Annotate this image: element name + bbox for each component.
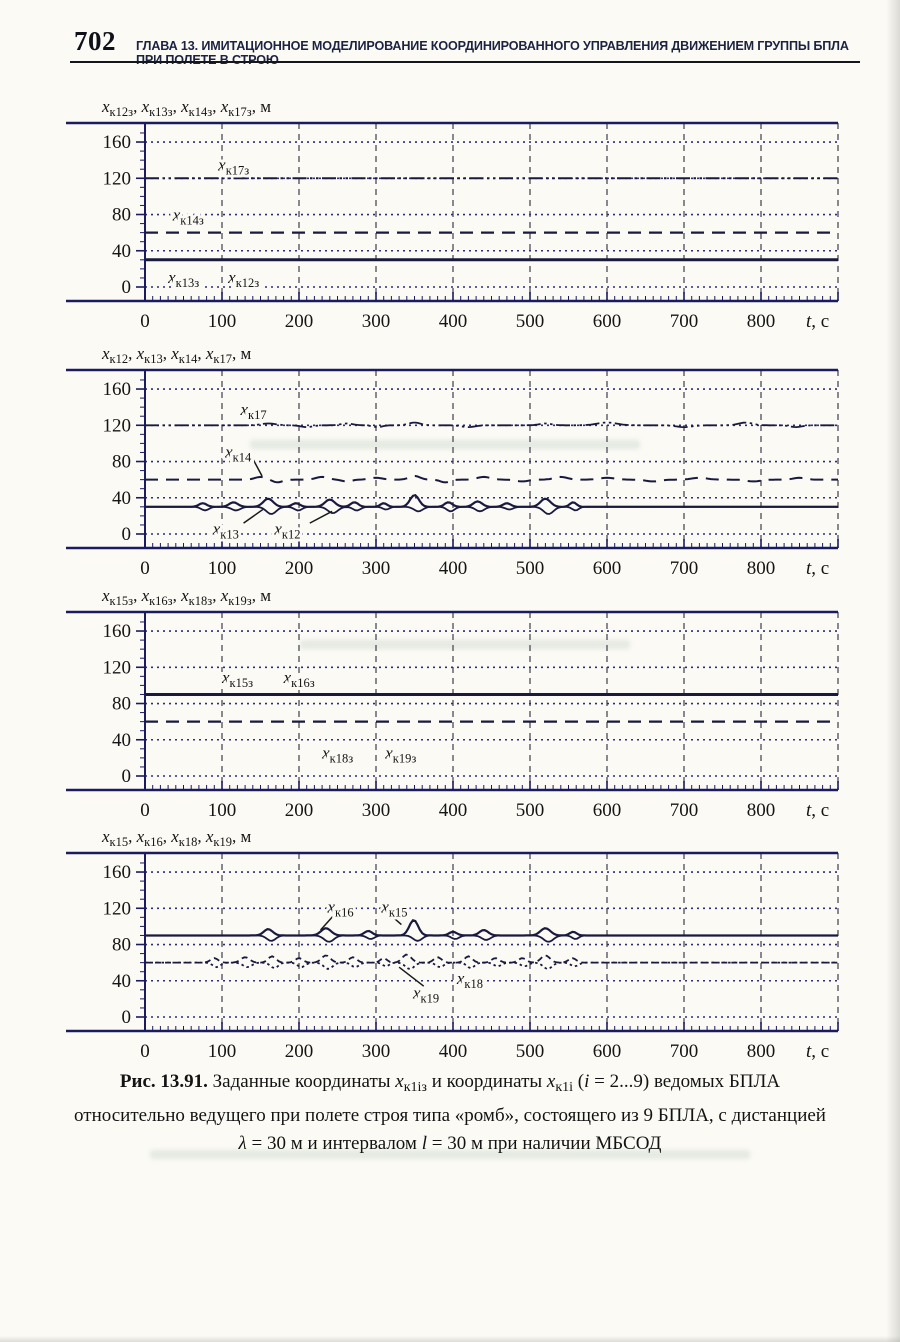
svg-text:80: 80 bbox=[112, 935, 131, 956]
svg-text:300: 300 bbox=[362, 800, 391, 821]
svg-text:100: 100 bbox=[208, 311, 237, 332]
svg-text:600: 600 bbox=[593, 558, 622, 579]
svg-text:400: 400 bbox=[439, 558, 468, 579]
svg-text:xк17: xк17 bbox=[239, 400, 266, 422]
svg-text:t, с: t, с bbox=[806, 311, 829, 332]
chart-canvas-commanded-rear-group: 0 40 80 120 160 0 100 200 300 400 500 600 700 800 t, с… bbox=[66, 586, 839, 821]
svg-text:xк12: xк12 bbox=[273, 519, 300, 541]
svg-text:200: 200 bbox=[285, 800, 314, 821]
svg-text:700: 700 bbox=[670, 311, 699, 332]
svg-text:600: 600 bbox=[593, 311, 622, 332]
svg-text:xк16з: xк16з bbox=[283, 668, 315, 690]
svg-text:120: 120 bbox=[103, 898, 132, 919]
caption-line: λ = 30 м и интервалом l = 30 м при налич… bbox=[238, 1133, 662, 1154]
header-rule bbox=[70, 61, 860, 64]
svg-text:40: 40 bbox=[112, 488, 131, 509]
svg-text:800: 800 bbox=[747, 311, 776, 332]
svg-text:120: 120 bbox=[103, 657, 132, 678]
svg-text:300: 300 bbox=[362, 311, 391, 332]
svg-text:120: 120 bbox=[103, 415, 132, 436]
svg-text:100: 100 bbox=[208, 1041, 237, 1062]
svg-text:xк13з: xк13з bbox=[167, 268, 199, 290]
svg-text:160: 160 bbox=[103, 379, 132, 400]
svg-text:xк15: xк15 bbox=[380, 897, 407, 919]
svg-text:0: 0 bbox=[140, 558, 150, 579]
svg-text:xк12з: xк12з bbox=[227, 268, 259, 290]
svg-text:xк12з, xк13з, xк14з, xк17з, м: xк12з, xк13з, xк14з, xк17з, м bbox=[101, 97, 271, 119]
svg-text:700: 700 bbox=[670, 800, 699, 821]
svg-text:xк12, xк13, xк14, xк17, м: xк12, xк13, xк14, xк17, м bbox=[101, 344, 252, 366]
svg-text:80: 80 bbox=[112, 694, 131, 715]
svg-text:500: 500 bbox=[516, 311, 545, 332]
svg-text:500: 500 bbox=[516, 1041, 545, 1062]
svg-text:0: 0 bbox=[122, 766, 132, 787]
chart-canvas-actual-front-group: 0 40 80 120 160 0 100 200 300 400 500 600 700 800 t, с… bbox=[66, 344, 839, 579]
svg-text:600: 600 bbox=[593, 1041, 622, 1062]
svg-text:700: 700 bbox=[670, 1041, 699, 1062]
svg-text:800: 800 bbox=[747, 800, 776, 821]
svg-text:400: 400 bbox=[439, 800, 468, 821]
svg-text:xк14: xк14 bbox=[224, 442, 252, 464]
svg-text:40: 40 bbox=[112, 971, 131, 992]
svg-text:xк13: xк13 bbox=[212, 519, 239, 541]
svg-text:80: 80 bbox=[112, 452, 131, 473]
svg-text:xк19з: xк19з bbox=[384, 743, 416, 765]
svg-text:t, с: t, с bbox=[806, 558, 829, 579]
svg-text:xк19: xк19 bbox=[412, 983, 439, 1005]
svg-text:0: 0 bbox=[122, 1007, 132, 1028]
svg-text:xк15, xк16, xк18, xк19, м: xк15, xк16, xк18, xк19, м bbox=[101, 827, 252, 849]
svg-text:300: 300 bbox=[362, 558, 391, 579]
svg-text:300: 300 bbox=[362, 1041, 391, 1062]
chart-block-commanded-x12-x13-x14-x17: 0 40 80 120 160 0 100 200 300 400 500 600 700 800 t, с… bbox=[60, 88, 870, 338]
svg-text:xк18: xк18 bbox=[456, 969, 483, 991]
caption-line: относительно ведущего при полете строя т… bbox=[74, 1105, 826, 1126]
svg-text:40: 40 bbox=[112, 730, 131, 751]
chart-block-actual-x15-x16-x18-x19: 0 40 80 120 160 0 100 200 300 400 500 600 700 800 t, с… bbox=[60, 818, 870, 1068]
svg-text:t, с: t, с bbox=[806, 1041, 829, 1062]
chart-block-actual-x12-x13-x14-x17: 0 40 80 120 160 0 100 200 300 400 500 600 700 800 t, с… bbox=[60, 335, 870, 585]
svg-text:200: 200 bbox=[285, 558, 314, 579]
svg-text:xк14з: xк14з bbox=[172, 205, 204, 227]
svg-text:200: 200 bbox=[285, 311, 314, 332]
svg-text:160: 160 bbox=[103, 621, 132, 642]
svg-text:xк16: xк16 bbox=[326, 897, 353, 919]
svg-text:120: 120 bbox=[103, 168, 132, 189]
caption-line: Рис. 13.91. Заданные координаты xк1iз и … bbox=[119, 1071, 781, 1095]
figure-caption: Рис. 13.91. Заданные координаты xк1iз и … bbox=[46, 1068, 854, 1158]
svg-text:40: 40 bbox=[112, 241, 131, 262]
svg-text:700: 700 bbox=[670, 558, 699, 579]
svg-text:xк15з, xк16з, xк18з, xк19з, м: xк15з, xк16з, xк18з, xк19з, м bbox=[101, 586, 271, 608]
chart-canvas-commanded-front-group: 0 40 80 120 160 0 100 200 300 400 500 600 700 800 t, с… bbox=[66, 97, 839, 332]
svg-text:400: 400 bbox=[439, 311, 468, 332]
svg-text:xк15з: xк15з bbox=[221, 668, 253, 690]
svg-text:800: 800 bbox=[747, 1041, 776, 1062]
svg-text:t, с: t, с bbox=[806, 800, 829, 821]
chart-block-commanded-x15-x16-x18-x19: 0 40 80 120 160 0 100 200 300 400 500 600 700 800 t, с… bbox=[60, 577, 870, 827]
svg-text:160: 160 bbox=[103, 862, 132, 883]
chart-canvas-actual-rear-group: 0 40 80 120 160 0 100 200 300 400 500 600 700 800 t, с… bbox=[66, 827, 839, 1062]
svg-text:0: 0 bbox=[140, 1041, 150, 1062]
svg-text:0: 0 bbox=[140, 311, 150, 332]
svg-text:160: 160 bbox=[103, 132, 132, 153]
svg-text:0: 0 bbox=[122, 277, 132, 298]
svg-text:0: 0 bbox=[122, 524, 132, 545]
svg-text:200: 200 bbox=[285, 1041, 314, 1062]
svg-text:400: 400 bbox=[439, 1041, 468, 1062]
chapter-title: ГЛАВА 13. ИМИТАЦИОННОЕ МОДЕЛИРОВАНИЕ КОО… bbox=[136, 39, 849, 67]
svg-text:100: 100 bbox=[208, 558, 237, 579]
svg-text:500: 500 bbox=[516, 558, 545, 579]
svg-text:100: 100 bbox=[208, 800, 237, 821]
svg-text:800: 800 bbox=[747, 558, 776, 579]
svg-text:0: 0 bbox=[140, 800, 150, 821]
svg-text:80: 80 bbox=[112, 205, 131, 226]
page-header: 702 ГЛАВА 13. ИМИТАЦИОННОЕ МОДЕЛИРОВАНИЕ… bbox=[74, 26, 860, 67]
svg-text:500: 500 bbox=[516, 800, 545, 821]
svg-text:xк17з: xк17з bbox=[217, 156, 249, 178]
svg-text:xк18з: xк18з bbox=[321, 743, 353, 765]
svg-text:600: 600 bbox=[593, 800, 622, 821]
page-number: 702 bbox=[74, 26, 116, 56]
